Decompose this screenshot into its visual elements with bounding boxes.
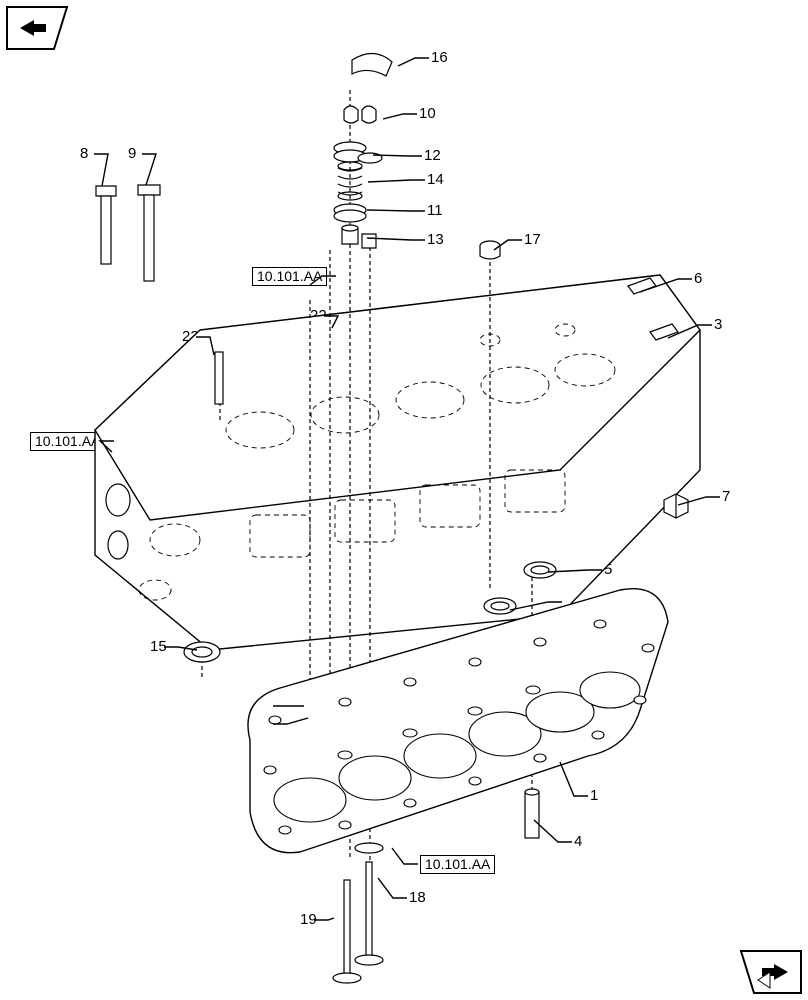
- callout-4: 4: [574, 834, 582, 849]
- part-5-freeze-plug: [524, 562, 556, 578]
- callout-19: 19: [300, 912, 317, 927]
- part-6-setscrew: [628, 278, 656, 294]
- callout-10: 10: [419, 106, 436, 121]
- part-2-freeze-plug: [484, 598, 516, 614]
- part-21-washer: [302, 718, 322, 726]
- callout-17: 17: [524, 232, 541, 247]
- callout-2: 2: [564, 594, 572, 609]
- callout-23: 23: [182, 329, 199, 344]
- callout-9: 9: [128, 146, 136, 161]
- callout-20: 20: [259, 698, 276, 713]
- part-19-valve: [333, 880, 361, 983]
- callout-16: 16: [431, 50, 448, 65]
- part-23-stud: [215, 352, 223, 404]
- exploded-diagram: [0, 0, 808, 1000]
- part-18-valve: [355, 843, 383, 965]
- part-20-pin: [302, 700, 318, 716]
- part-12b-retainer: [358, 153, 382, 163]
- callout-22: 22: [310, 308, 327, 323]
- part-1-head-gasket: [248, 589, 668, 853]
- callout-14: 14: [427, 172, 444, 187]
- part-10-cotters: [344, 106, 376, 123]
- part-4-dowel: [525, 789, 539, 838]
- section-ref[interactable]: 10.101.AA: [420, 855, 495, 874]
- part-17-plug: [480, 241, 500, 259]
- section-ref[interactable]: 10.101.AA: [30, 432, 105, 451]
- page-prev-icon[interactable]: [6, 6, 68, 50]
- callout-5: 5: [604, 562, 612, 577]
- callout-8: 8: [80, 146, 88, 161]
- part-11-spring-seat: [334, 204, 366, 222]
- callout-6: 6: [694, 271, 702, 286]
- page-next-icon[interactable]: [740, 950, 802, 994]
- callout-18: 18: [409, 890, 426, 905]
- callout-13: 13: [427, 232, 444, 247]
- callout-11: 11: [427, 203, 443, 218]
- part-3-setscrew: [650, 324, 678, 340]
- part-9-bolt: [138, 185, 160, 281]
- part-12-retainer: [334, 142, 366, 162]
- part-8-bolt: [96, 186, 116, 264]
- callout-15: 15: [150, 639, 167, 654]
- section-ref[interactable]: 10.101.AA: [252, 267, 327, 286]
- part-13-valve-seal: [342, 225, 376, 248]
- part-15-cup-plug: [184, 642, 220, 662]
- callout-1: 1: [590, 788, 598, 803]
- part-7-hex-plug: [664, 494, 688, 518]
- part-14-spring: [338, 162, 362, 200]
- callout-7: 7: [722, 489, 730, 504]
- callout-12: 12: [424, 148, 441, 163]
- part-16-key: [352, 53, 392, 76]
- callout-21: 21: [259, 716, 276, 731]
- callout-3: 3: [714, 317, 722, 332]
